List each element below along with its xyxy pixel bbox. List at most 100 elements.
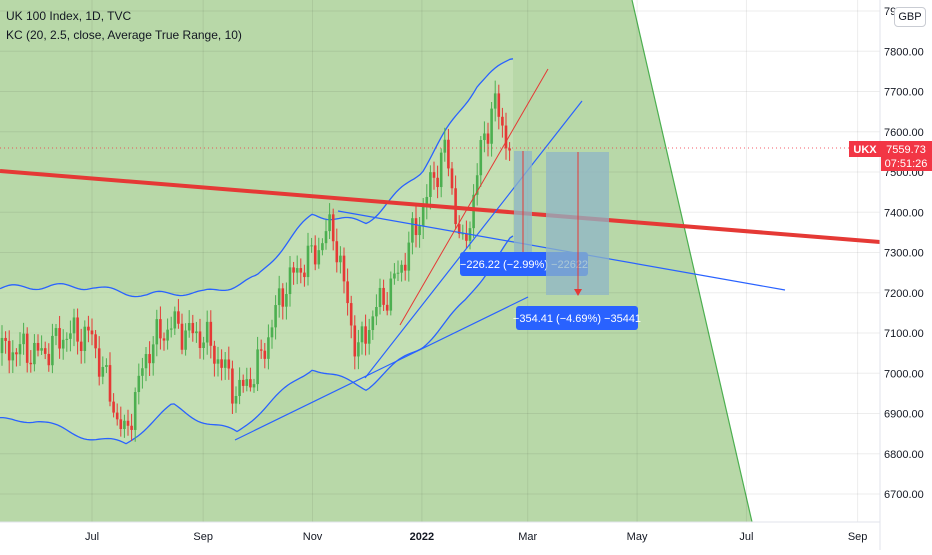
lower-support-trendline [234, 296, 529, 441]
candle-body [385, 304, 389, 311]
candle-body [4, 337, 7, 341]
time-scale-background[interactable] [0, 522, 880, 550]
candle [270, 319, 274, 349]
trendline-drawings[interactable] [0, 68, 881, 441]
measure-2-label: −354.41 (−4.69%) −35441 [513, 313, 641, 325]
candle-body [389, 278, 393, 311]
candle [353, 315, 357, 370]
candle [321, 238, 324, 256]
candle [105, 358, 108, 374]
candle [364, 314, 367, 356]
candle-body [72, 317, 76, 334]
candle [162, 332, 166, 351]
candle-body [508, 148, 511, 151]
candle [331, 208, 335, 251]
candle [400, 260, 403, 282]
candle-body [245, 379, 249, 386]
candle [267, 324, 270, 370]
candle-body [281, 288, 285, 307]
candle-body [148, 354, 151, 364]
candle [79, 328, 83, 364]
symbol-title[interactable]: UK 100 Index, 1D, TVC [6, 9, 132, 23]
candle [90, 318, 94, 346]
measure-2-label-box [516, 306, 638, 330]
candle-body [15, 352, 18, 355]
candle-body [144, 354, 148, 369]
candle-body [299, 268, 303, 273]
candle [18, 332, 22, 366]
candle-body [69, 333, 72, 339]
candle-body [367, 330, 371, 344]
candle [335, 228, 339, 273]
time-tick-label: 2022 [410, 531, 434, 543]
candle [263, 342, 267, 369]
candle [490, 102, 493, 157]
candle [7, 330, 11, 374]
candle-body [209, 321, 213, 346]
candle [133, 387, 137, 442]
price-scale-background[interactable] [880, 0, 932, 550]
candle-body [364, 326, 367, 344]
candle-body [403, 264, 407, 271]
candle [76, 308, 79, 355]
candle-body [331, 214, 335, 242]
candle [475, 163, 479, 206]
candle-body [375, 307, 378, 317]
candle-body [36, 342, 40, 351]
candle [187, 310, 191, 338]
candle-body [223, 359, 227, 368]
candle [328, 203, 331, 240]
candle [83, 320, 87, 364]
candle-body [436, 177, 439, 188]
candle [108, 352, 112, 407]
candle-body [443, 139, 447, 153]
candle-body [295, 268, 299, 273]
candle [58, 315, 61, 359]
candle-body [141, 368, 144, 376]
candle [94, 330, 97, 359]
candle-body [155, 319, 159, 345]
price-tick-label: 6800.00 [884, 449, 924, 461]
currency-button[interactable]: GBP [894, 7, 926, 27]
candle [223, 351, 227, 380]
price-range-measure-2[interactable]: −354.41 (−4.69%) −35441 [513, 152, 641, 330]
ascending-channel-line [364, 100, 583, 379]
candle-body [414, 218, 418, 236]
candle [22, 322, 25, 355]
candle [414, 205, 418, 248]
candle [166, 318, 169, 350]
candle-body [472, 194, 475, 229]
candle [54, 323, 58, 346]
candle-body [432, 172, 436, 178]
candle [389, 271, 393, 316]
candle [310, 237, 313, 253]
candle-body [256, 349, 259, 385]
candle-body [493, 93, 497, 109]
candle [87, 315, 90, 343]
candle [497, 84, 501, 130]
candle [47, 343, 51, 372]
candle-body [108, 365, 112, 402]
candle-body [461, 233, 465, 235]
candle-body [213, 345, 216, 364]
candle-body [130, 425, 133, 430]
indicator-title[interactable]: KC (20, 2.5, close, Average True Range, … [6, 28, 242, 42]
candle-body [360, 326, 364, 343]
candle [259, 339, 263, 359]
candle [508, 142, 511, 161]
candle-body [396, 272, 400, 274]
candle [234, 386, 238, 413]
candle [97, 336, 101, 386]
candle-body [288, 267, 292, 295]
candle [393, 263, 396, 285]
candle [141, 357, 144, 389]
candle-body [378, 287, 382, 308]
candle [450, 162, 454, 195]
chart-legend[interactable]: UK 100 Index, 1D, TVC KC (20, 2.5, close… [6, 7, 242, 45]
candle [303, 264, 306, 287]
candle [385, 292, 389, 316]
candle-body [76, 317, 79, 342]
candle-body [324, 231, 328, 244]
